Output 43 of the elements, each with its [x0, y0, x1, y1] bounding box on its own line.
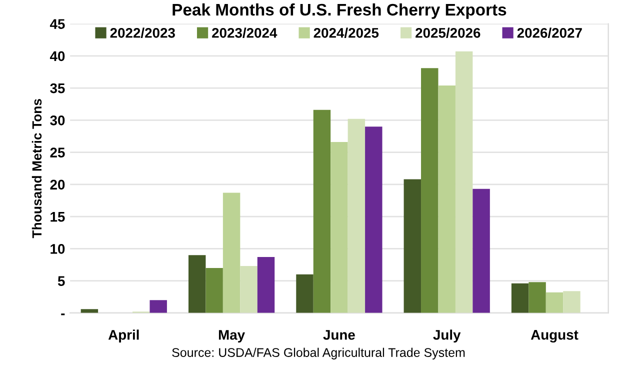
x-tick-label: August — [530, 330, 578, 343]
bar — [455, 51, 473, 313]
y-tick-label: 15 — [50, 212, 65, 222]
bar — [240, 266, 258, 313]
bar — [421, 68, 438, 313]
x-tick-label: June — [323, 330, 355, 340]
legend-label: 2023/2024 — [212, 28, 278, 38]
legend-label: 2026/2027 — [517, 28, 582, 38]
y-tick-label: 5 — [58, 276, 65, 286]
y-tick-label: 25 — [50, 148, 65, 158]
bar — [313, 110, 331, 313]
bar — [206, 268, 223, 313]
bar — [222, 192, 240, 313]
bar — [296, 274, 314, 313]
bar — [365, 126, 382, 313]
y-tick-label: - — [61, 314, 65, 316]
legend-label: 2025/2026 — [416, 28, 480, 38]
x-tick-label: July — [433, 330, 461, 343]
bar — [348, 118, 366, 313]
bar — [150, 300, 167, 313]
legend-label: 2024/2025 — [314, 28, 379, 38]
bar — [404, 179, 422, 313]
y-tick-label: 10 — [50, 244, 65, 254]
bar — [546, 292, 564, 313]
y-axis-title: Thousand Metric Tons — [32, 99, 42, 238]
bar — [438, 85, 456, 313]
bar — [511, 283, 529, 313]
source-note: Source: USDA/FAS Global Agricultural Trade System — [172, 348, 465, 360]
legend-label: 2022/2023 — [110, 28, 175, 38]
x-tick-label: May — [218, 330, 245, 343]
chart-title: Peak Months of U.S. Fresh Cherry Exports — [172, 3, 506, 19]
bar — [528, 282, 546, 313]
bar — [472, 188, 490, 313]
y-tick-label: 30 — [50, 116, 65, 126]
y-tick-label: 35 — [50, 83, 65, 94]
y-tick-label: 40 — [50, 51, 65, 62]
y-tick-label: 45 — [50, 19, 65, 29]
y-tick-label: 20 — [50, 180, 65, 190]
bar — [188, 255, 206, 313]
x-tick-label: April — [108, 330, 139, 343]
bar — [330, 142, 348, 313]
bar — [257, 257, 275, 313]
bar — [563, 291, 580, 313]
